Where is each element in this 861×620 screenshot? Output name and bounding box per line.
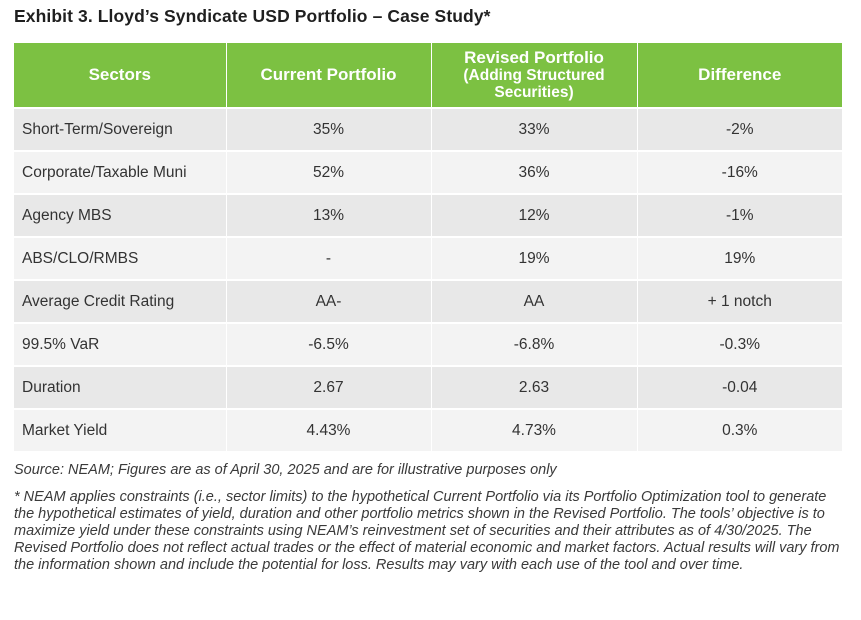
- header-current-portfolio: Current Portfolio: [226, 43, 432, 108]
- row-revised-cell: 33%: [431, 107, 638, 151]
- row-current-cell: -: [226, 236, 432, 280]
- table-row: Short-Term/Sovereign 35% 33% -2%: [14, 107, 842, 151]
- portfolio-table: Sectors Current Portfolio Revised Portfo…: [14, 43, 842, 451]
- row-current-cell: 2.67: [226, 365, 432, 409]
- table-header-row: Sectors Current Portfolio Revised Portfo…: [14, 43, 842, 108]
- row-revised-cell: 36%: [431, 150, 638, 194]
- row-current-cell: 13%: [226, 193, 432, 237]
- table-row: Average Credit Rating AA- AA + 1 notch: [14, 279, 842, 323]
- header-revised-portfolio-title: Revised Portfolio: [464, 48, 604, 67]
- row-current-cell: 52%: [226, 150, 432, 194]
- row-sector-cell: ABS/CLO/RMBS: [14, 236, 227, 280]
- table-row: Market Yield 4.43% 4.73% 0.3%: [14, 408, 842, 451]
- row-difference-cell: -0.04: [637, 365, 842, 409]
- row-sector-cell: Corporate/Taxable Muni: [14, 150, 227, 194]
- row-revised-cell: 12%: [431, 193, 638, 237]
- row-sector-cell: Short-Term/Sovereign: [14, 107, 227, 151]
- row-difference-cell: -0.3%: [637, 322, 842, 366]
- header-sectors: Sectors: [14, 43, 227, 108]
- table-row: ABS/CLO/RMBS -19% 19%: [14, 236, 842, 280]
- row-revised-cell: AA: [431, 279, 638, 323]
- row-sector-cell: Market Yield: [14, 408, 227, 451]
- header-revised-portfolio: Revised Portfolio (Adding Structured Sec…: [431, 43, 638, 108]
- row-difference-cell: 0.3%: [637, 408, 842, 451]
- row-revised-cell: 4.73%: [431, 408, 638, 451]
- row-current-cell: AA-: [226, 279, 432, 323]
- row-difference-cell: + 1 notch: [637, 279, 842, 323]
- row-difference-cell: 19%: [637, 236, 842, 280]
- header-difference: Difference: [637, 43, 842, 108]
- header-revised-portfolio-subtitle: (Adding Structured Securities): [463, 67, 605, 101]
- disclaimer-note: * NEAM applies constraints (i.e., sector…: [14, 489, 840, 573]
- row-difference-cell: -1%: [637, 193, 842, 237]
- row-sector-cell: Average Credit Rating: [14, 279, 227, 323]
- table-row: Agency MBS 13% 12% -1%: [14, 193, 842, 237]
- row-revised-cell: -6.8%: [431, 322, 638, 366]
- table-row: 99.5% VaR -6.5% -6.8% -0.3%: [14, 322, 842, 366]
- row-current-cell: -6.5%: [226, 322, 432, 366]
- row-revised-cell: 19%: [431, 236, 638, 280]
- row-difference-cell: -2%: [637, 107, 842, 151]
- row-current-cell: 4.43%: [226, 408, 432, 451]
- source-note: Source: NEAM; Figures are as of April 30…: [14, 462, 557, 478]
- row-sector-cell: Duration: [14, 365, 227, 409]
- table-row: Corporate/Taxable Muni 52% 36% -16%: [14, 150, 842, 194]
- footnotes: Source: NEAM; Figures are as of April 30…: [14, 462, 844, 574]
- row-sector-cell: 99.5% VaR: [14, 322, 227, 366]
- table-row: Duration 2.67 2.63 -0.04: [14, 365, 842, 409]
- row-current-cell: 35%: [226, 107, 432, 151]
- row-sector-cell: Agency MBS: [14, 193, 227, 237]
- exhibit-title: Exhibit 3. Lloyd’s Syndicate USD Portfol…: [14, 6, 491, 26]
- row-revised-cell: 2.63: [431, 365, 638, 409]
- row-difference-cell: -16%: [637, 150, 842, 194]
